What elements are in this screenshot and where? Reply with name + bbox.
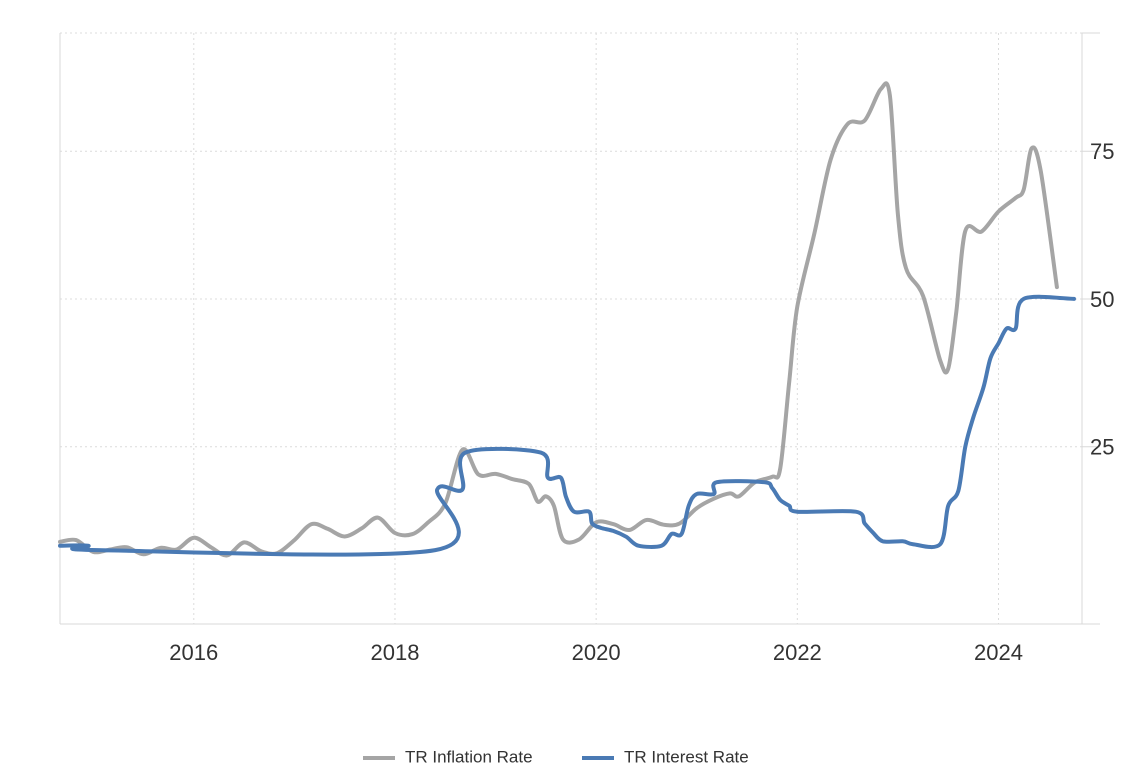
y-tick-label: 25 <box>1090 435 1114 460</box>
tick-labels: 25 50 75 2016 2018 2020 2022 2024 <box>169 139 1114 665</box>
axes <box>59 32 1100 625</box>
legend-label: TR Interest Rate <box>624 747 749 765</box>
legend-label: TR Inflation Rate <box>405 747 533 765</box>
y-tick-label: 75 <box>1090 139 1114 164</box>
interest-rate-line <box>58 294 1076 557</box>
x-tick-label: 2024 <box>974 640 1023 665</box>
series-lines <box>58 81 1076 558</box>
legend-item-interest[interactable]: TR Interest Rate <box>582 747 749 765</box>
x-tick-label: 2018 <box>370 640 419 665</box>
x-tick-label: 2020 <box>572 640 621 665</box>
inflation-rate-line <box>58 81 1059 558</box>
y-tick-label: 50 <box>1090 287 1114 312</box>
legend[interactable]: TR Inflation Rate TR Interest Rate <box>363 747 749 765</box>
grid <box>60 32 1082 624</box>
legend-item-inflation[interactable]: TR Inflation Rate <box>363 747 533 765</box>
x-tick-label: 2022 <box>773 640 822 665</box>
x-tick-label: 2016 <box>169 640 218 665</box>
